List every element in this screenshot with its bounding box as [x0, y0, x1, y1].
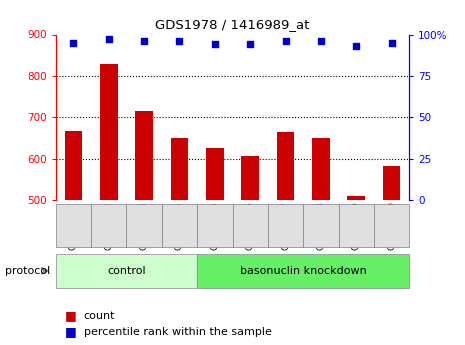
Bar [171, 138, 188, 200]
Point [140, 38, 148, 44]
Bar [65, 131, 82, 200]
Text: basonuclin knockdown: basonuclin knockdown [240, 266, 366, 276]
Bar [135, 111, 153, 200]
Bar [277, 132, 294, 200]
Point [282, 38, 289, 44]
Point [176, 38, 183, 44]
Text: count: count [84, 311, 115, 321]
Bar [241, 156, 259, 200]
Bar [347, 196, 365, 200]
Text: percentile rank within the sample: percentile rank within the sample [84, 327, 272, 337]
Point [317, 38, 325, 44]
Bar [383, 166, 400, 200]
Point [70, 40, 77, 46]
Text: control: control [107, 266, 146, 276]
Title: GDS1978 / 1416989_at: GDS1978 / 1416989_at [155, 18, 310, 31]
Text: protocol: protocol [5, 266, 50, 276]
Point [211, 42, 219, 47]
Text: ■: ■ [65, 309, 77, 322]
Point [105, 37, 113, 42]
Point [246, 42, 254, 47]
Bar [312, 138, 330, 200]
Point [388, 40, 395, 46]
Bar [100, 64, 118, 200]
Text: ■: ■ [65, 325, 77, 338]
Point [352, 43, 360, 49]
Bar [206, 148, 224, 200]
